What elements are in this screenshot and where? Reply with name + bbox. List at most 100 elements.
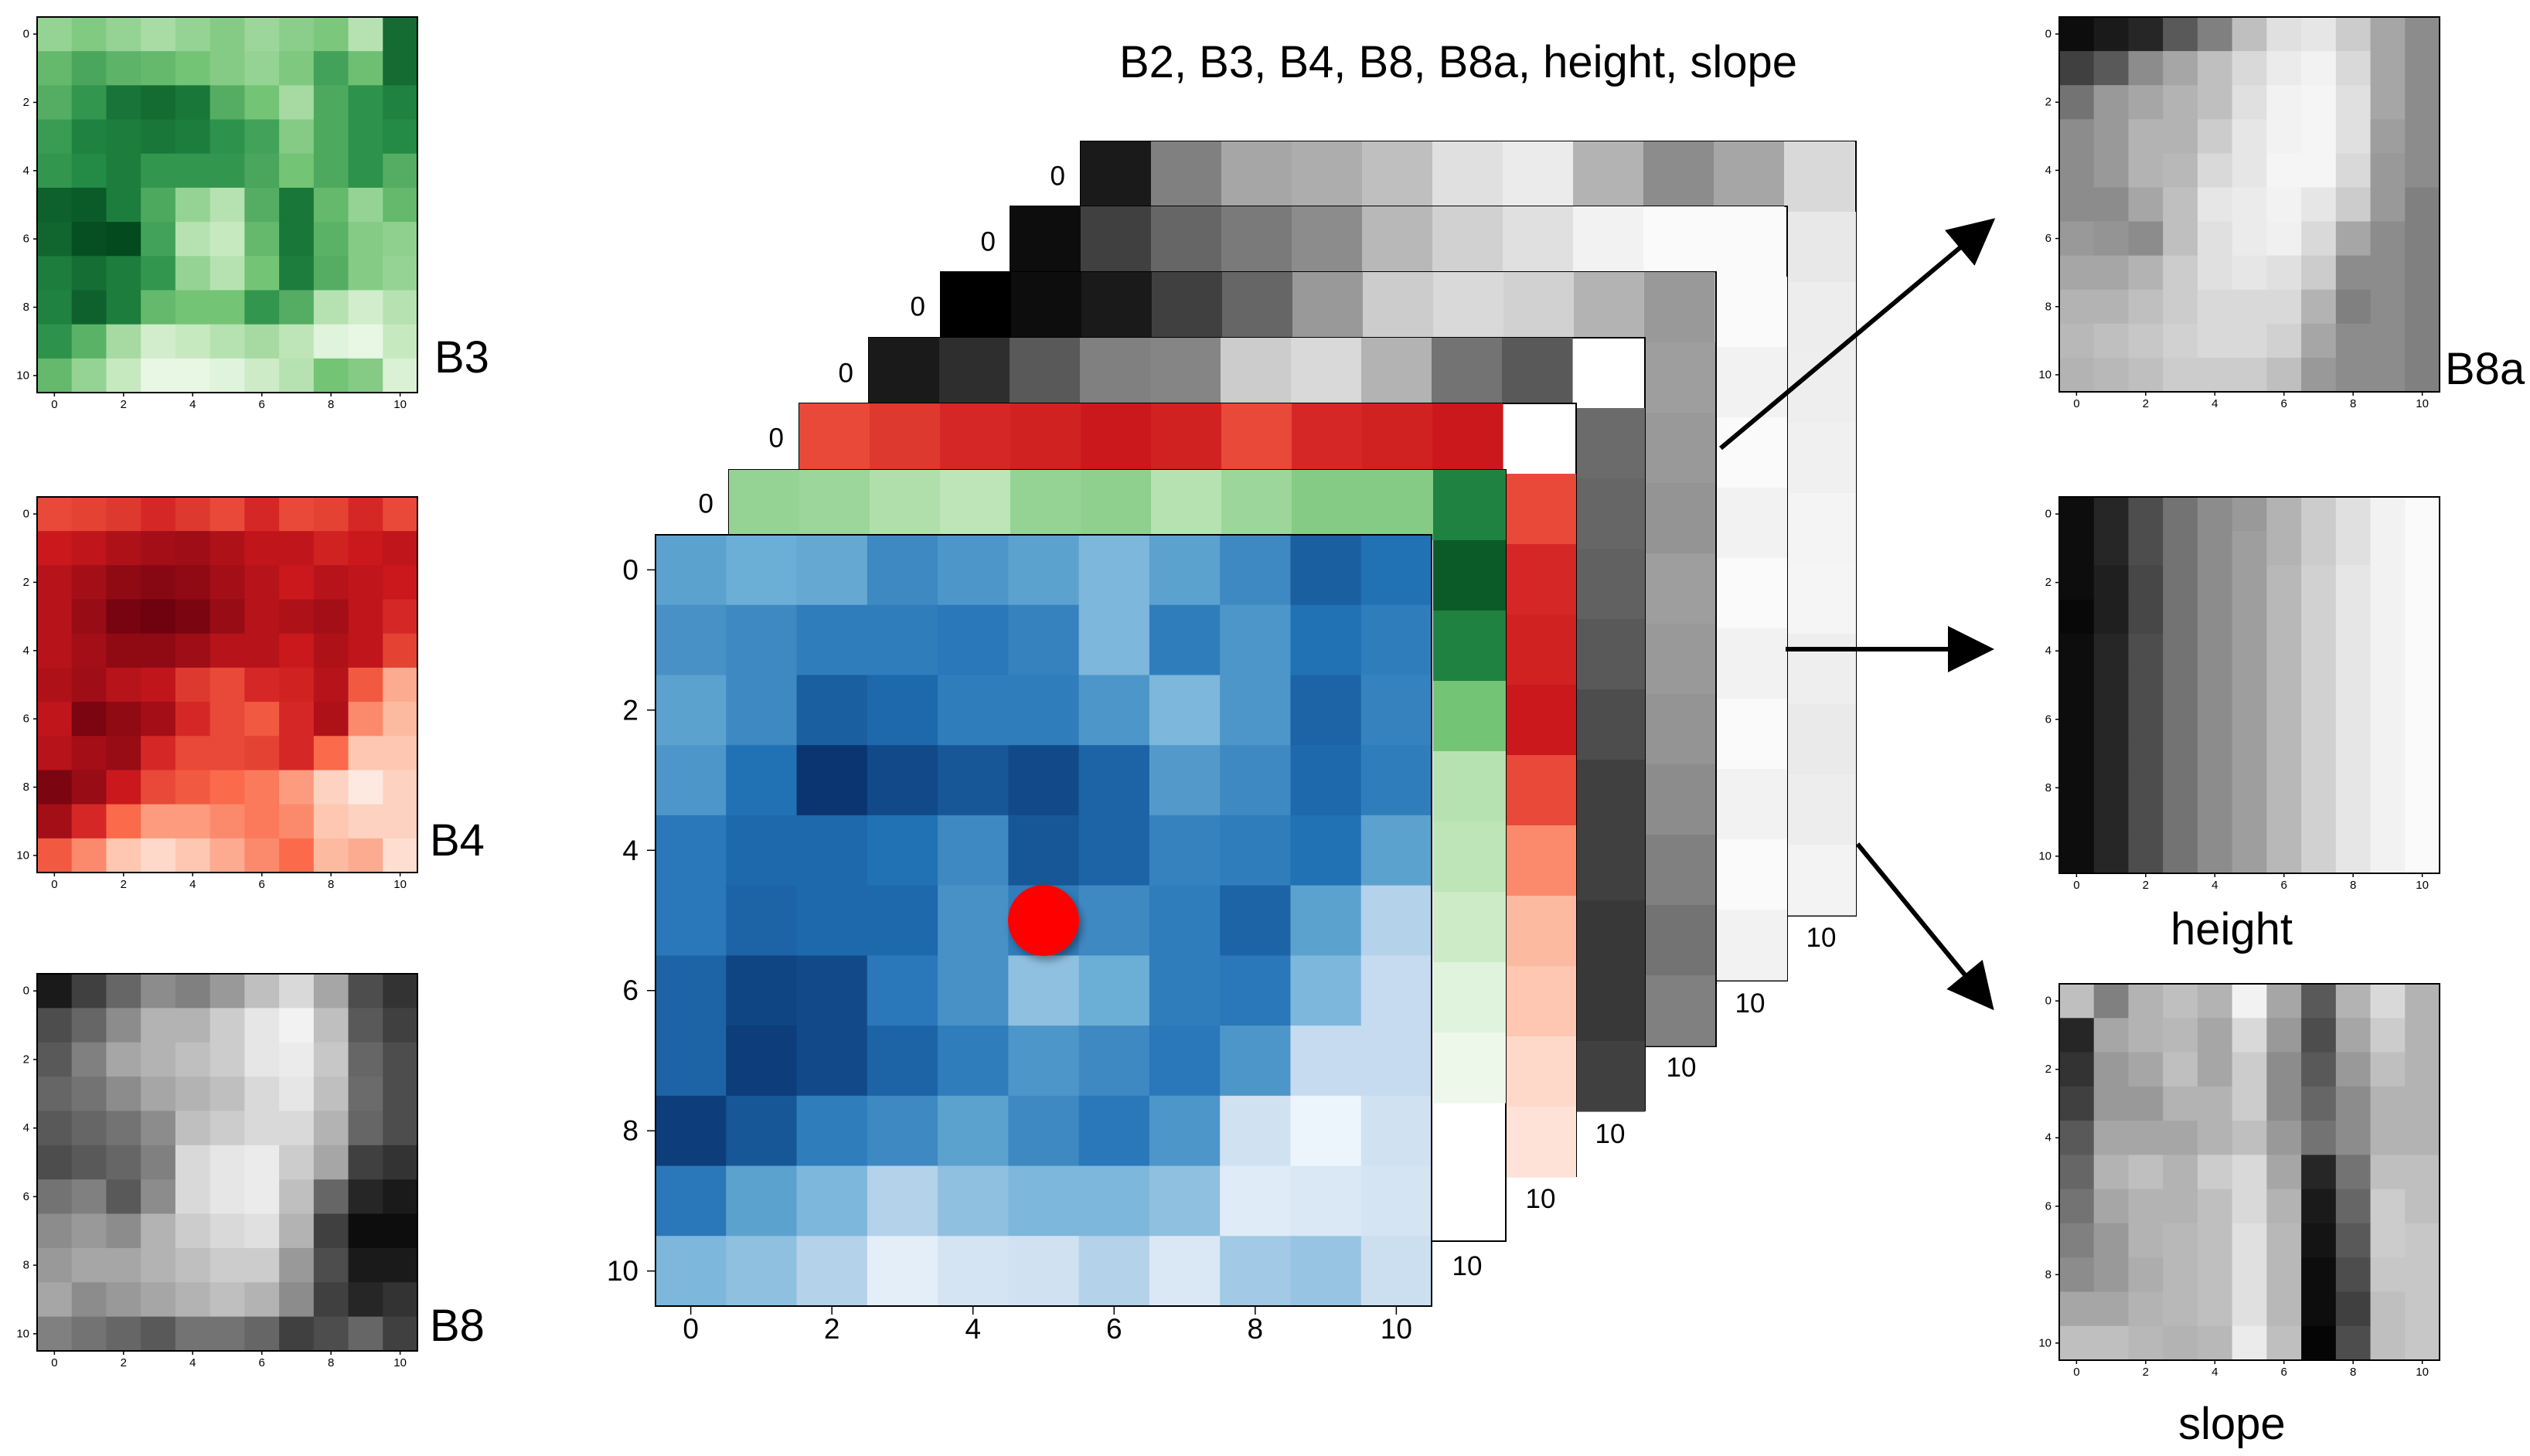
b3-cell xyxy=(71,358,107,393)
b4-cell xyxy=(106,736,141,771)
b8a-cell xyxy=(2128,153,2164,189)
slope-cell xyxy=(2059,1257,2095,1293)
b4-layer-cell xyxy=(1010,403,1081,474)
b3-layer-tick-zero: 0 xyxy=(699,489,713,519)
b2-cell xyxy=(1220,745,1292,816)
slope-cell xyxy=(2370,1291,2406,1327)
b2-cell xyxy=(1220,535,1292,606)
height-cell xyxy=(2301,839,2337,874)
b8-cell xyxy=(244,1316,280,1352)
b8a-cell xyxy=(2059,221,2095,257)
panel-b3: 0 0 2 2 4 4 6 6 8 8 10 10 xyxy=(16,16,418,411)
height-cell xyxy=(2370,497,2406,532)
height-cell xyxy=(2335,702,2372,737)
height-cell xyxy=(2197,771,2233,806)
b4-cell xyxy=(175,633,211,668)
b8-cell xyxy=(37,1077,73,1112)
b8-cell xyxy=(175,1247,211,1283)
height-layer-cell xyxy=(1151,206,1222,277)
b8a-cell xyxy=(2335,187,2372,223)
b3-layer-cell xyxy=(1221,470,1292,540)
b8-cell xyxy=(175,1179,211,1215)
b8a-y-tick-label: 4 xyxy=(2045,164,2052,177)
height-y-tick-label: 0 xyxy=(2045,508,2052,521)
b8-layer-cell xyxy=(1645,975,1715,1046)
b2-y-tick-label: 8 xyxy=(622,1115,638,1147)
b3-layer-cell xyxy=(1433,822,1506,893)
b2-cell xyxy=(655,815,727,886)
slope-cell xyxy=(2059,1155,2095,1190)
b4-cell xyxy=(71,531,107,566)
b4-cell xyxy=(348,497,383,532)
b4-cell xyxy=(279,702,315,737)
b4-y-tick-label: 4 xyxy=(23,644,29,657)
b3-cell xyxy=(383,222,418,257)
height-cell xyxy=(2128,702,2164,737)
b4-cell xyxy=(141,565,176,600)
b2-cell xyxy=(1008,604,1080,676)
slope-cell xyxy=(2301,1018,2337,1053)
b4-layer-tick-ten: 10 xyxy=(1526,1184,1556,1214)
b8-dark-layer-cell xyxy=(1575,549,1645,620)
b4-cell xyxy=(279,770,315,805)
slope-cell xyxy=(2370,1325,2406,1361)
b8-cell xyxy=(244,1213,280,1249)
slope-cell xyxy=(2163,1155,2198,1190)
b8-cell xyxy=(71,1247,107,1283)
slope-cell xyxy=(2128,1291,2164,1327)
b4-y-tick-label: 0 xyxy=(23,508,29,521)
b8-cell xyxy=(209,1316,245,1352)
height-layer-cell xyxy=(1292,206,1363,277)
b2-cell xyxy=(1008,1236,1080,1307)
slope-cell xyxy=(2093,1325,2130,1361)
height-cell xyxy=(2232,497,2267,532)
height-x-tick-label: 4 xyxy=(2212,879,2218,892)
b2-cell xyxy=(1078,1095,1150,1167)
b8a-cell xyxy=(2197,357,2233,393)
b8-cell xyxy=(141,1179,176,1215)
b8-cell xyxy=(313,1111,349,1146)
height-cell xyxy=(2093,497,2130,532)
slope-frame xyxy=(2058,983,2440,1361)
b8-dark-layer-cell xyxy=(1575,830,1645,901)
b8-frame xyxy=(36,973,418,1352)
b8-cell xyxy=(175,1213,211,1249)
b2-y-tick-label: 0 xyxy=(622,554,638,586)
b8a-cell xyxy=(2232,187,2267,223)
b8-x-tick-label: 2 xyxy=(121,1356,127,1369)
height-cell xyxy=(2370,702,2406,737)
b2-cell xyxy=(1290,1165,1362,1237)
b8-cell xyxy=(141,1247,176,1283)
b3-cell xyxy=(175,358,211,393)
slope-cell xyxy=(2163,1325,2198,1361)
b3-cell xyxy=(383,153,418,189)
slope-x-tick-label: 10 xyxy=(2416,1366,2429,1379)
b2-cell xyxy=(1220,1236,1292,1307)
slope-y-tick-label: 6 xyxy=(2045,1199,2052,1213)
slope-y-tick-label: 4 xyxy=(2045,1131,2052,1145)
b8-cell xyxy=(106,1008,141,1043)
height-x-tick-label: 0 xyxy=(2073,879,2079,892)
b3-cell xyxy=(244,222,280,257)
height-cell xyxy=(2335,771,2372,806)
b8-x-tick-label: 10 xyxy=(393,1356,407,1369)
b8-cell xyxy=(141,974,176,1009)
b3-cell xyxy=(175,222,211,257)
slope-cell xyxy=(2405,1155,2440,1190)
b8a-cell xyxy=(2232,357,2267,393)
b8a-cell xyxy=(2370,119,2406,154)
b4-cell xyxy=(313,633,349,668)
label-b3: B3 xyxy=(434,332,489,383)
b8-cell xyxy=(71,1316,107,1352)
b3-cell xyxy=(141,17,176,52)
slope-cell xyxy=(2405,1189,2440,1224)
b3-cell xyxy=(37,119,73,155)
height-cell xyxy=(2370,805,2406,840)
b8a-cell xyxy=(2335,221,2372,257)
height-frame xyxy=(2058,496,2440,874)
b2-cell xyxy=(1290,1095,1362,1167)
b3-cell xyxy=(106,187,141,223)
b2-cell xyxy=(655,535,727,606)
b4-cell xyxy=(37,497,73,532)
b8-cell xyxy=(313,1042,349,1077)
